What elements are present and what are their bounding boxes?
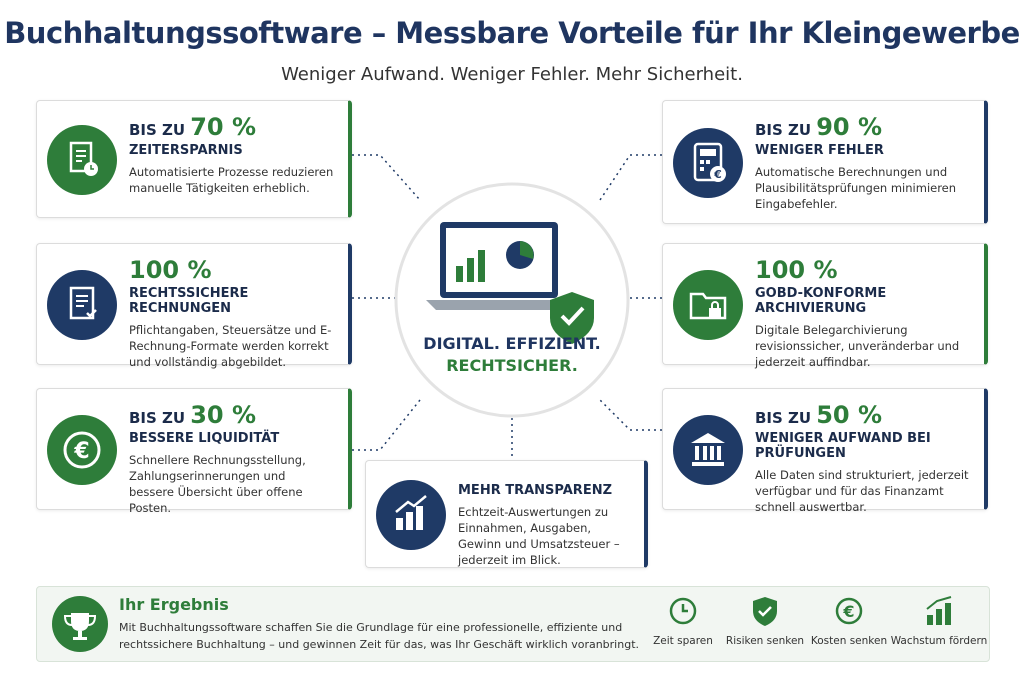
subtitle: Weniger Aufwand. Weniger Fehler. Mehr Si… — [281, 64, 743, 85]
card-body: Automatisierte Prozesse reduzieren manue… — [129, 165, 334, 195]
value-prefix: BIS ZU — [755, 409, 812, 427]
card-icon — [376, 480, 446, 550]
icon-glyph: € — [63, 431, 101, 469]
result-text: Mit Buchhaltungssoftware schaffen Sie di… — [119, 621, 639, 651]
card-text: BIS ZU 30 % BESSERE LIQUIDITÄT Schnellere … — [129, 401, 334, 516]
card-icon — [47, 270, 117, 340]
icon-glyph — [69, 286, 97, 320]
svg-text:€: € — [73, 439, 89, 464]
card-text: BIS ZU 50 % WENIGER AUFWAND BEI PRÜFUNGEN… — [755, 401, 970, 515]
result-item-label: Kosten senken — [810, 635, 888, 647]
svg-text:€: € — [713, 168, 722, 181]
card-heading: WENIGER AUFWAND BEI PRÜFUNGEN — [755, 431, 931, 461]
value: 50 % — [816, 401, 883, 429]
card-text: MEHR TRANSPARENZ Echtzeit-Auswertungen zu… — [458, 481, 630, 568]
card-icon — [673, 415, 743, 485]
card-body: Echtzeit-Auswertungen zu Einnahmen, Ausg… — [458, 505, 620, 567]
card-heading: ZEITERSPARNIS — [129, 143, 243, 158]
value: 100 % — [755, 256, 838, 284]
benefit-card: € BIS ZU 30 % BESSERE LIQUIDITÄT Schnellere… — [36, 388, 352, 515]
card-icon: € — [673, 128, 743, 198]
result-item-label: Wachstum fördern — [890, 635, 988, 647]
card-text: BIS ZU 90 % WENIGER FEHLER Automatische Be… — [755, 113, 970, 212]
card-heading: GOBD-KONFORME ARCHIVIERUNG — [755, 286, 887, 316]
card-body: Pflichtangaben, Steuersätze und E-Rechnu… — [129, 323, 332, 369]
card-text: BIS ZU 70 % ZEITERSPARNIS Automatisierte P… — [129, 113, 334, 196]
card-body: Digitale Belegarchivierung revisionssich… — [755, 323, 960, 369]
icon-glyph — [689, 292, 727, 320]
benefit-card: MEHR TRANSPARENZ Echtzeit-Auswertungen zu… — [365, 460, 648, 568]
value: 90 % — [816, 113, 883, 141]
result-title: Ihr Ergebnis — [119, 595, 229, 614]
card-body: Automatische Berechnungen und Plausibili… — [755, 165, 957, 211]
center-line-1: DIGITAL. EFFIZIENT. — [423, 334, 601, 353]
card-text: 100 % RECHTSSICHERE RECHNUNGEN Pflichtanga… — [129, 256, 334, 370]
result-item: Risiken senken — [715, 595, 815, 647]
result-icon: € — [835, 597, 863, 625]
benefit-card: 100 % RECHTSSICHERE RECHNUNGEN Pflichtanga… — [36, 243, 352, 369]
benefit-card: BIS ZU 70 % ZEITERSPARNIS Automatisierte P… — [36, 100, 352, 218]
result-item-label: Zeit sparen — [653, 635, 713, 647]
card-heading: MEHR TRANSPARENZ — [458, 483, 613, 498]
result-item: Zeit sparen — [633, 595, 733, 647]
svg-text:€: € — [842, 602, 854, 621]
title: Buchhaltungssoftware – Messbare Vorteile… — [4, 16, 1020, 50]
card-icon: € — [47, 415, 117, 485]
result-icon — [926, 596, 952, 625]
result-bar: Ihr Ergebnis Mit Buchhaltungssoftware sc… — [36, 586, 990, 662]
value-row: BIS ZU 30 % — [129, 401, 334, 429]
value-prefix: BIS ZU — [129, 409, 186, 427]
value-row: BIS ZU 70 % — [129, 113, 334, 141]
result-item-label: Risiken senken — [725, 635, 805, 647]
value: 70 % — [190, 113, 257, 141]
value-row: 100 % — [755, 256, 970, 284]
value-row: BIS ZU 90 % — [755, 113, 970, 141]
card-icon — [47, 125, 117, 195]
card-text: 100 % GOBD-KONFORME ARCHIVIERUNG Digitale … — [755, 256, 970, 370]
benefit-card: 100 % GOBD-KONFORME ARCHIVIERUNG Digitale … — [662, 243, 988, 369]
icon-glyph — [395, 495, 427, 530]
result-icon — [669, 597, 697, 625]
value: 100 % — [129, 256, 212, 284]
value-prefix: BIS ZU — [755, 121, 812, 139]
icon-glyph — [691, 433, 725, 466]
center-line-2: RECHTSICHER. — [446, 356, 578, 375]
value-prefix: BIS ZU — [129, 121, 186, 139]
value: 30 % — [190, 401, 257, 429]
result-item: Wachstum fördern — [889, 595, 989, 647]
card-body: Alle Daten sind strukturiert, jederzeit … — [755, 468, 969, 514]
benefit-card: € BIS ZU 90 % WENIGER FEHLER Automatische B… — [662, 100, 988, 224]
card-heading: BESSERE LIQUIDITÄT — [129, 431, 280, 446]
result-item: € Kosten senken — [799, 595, 899, 647]
icon-glyph — [69, 141, 98, 176]
value-row: 100 % — [129, 256, 334, 284]
benefit-card: BIS ZU 50 % WENIGER AUFWAND BEI PRÜFUNGEN… — [662, 388, 988, 514]
card-heading: WENIGER FEHLER — [755, 143, 884, 158]
card-heading: RECHTSSICHERE RECHNUNGEN — [129, 286, 249, 316]
result-icon — [753, 597, 777, 626]
value-row: BIS ZU 50 % — [755, 401, 970, 429]
trophy-icon — [52, 596, 108, 652]
icon-glyph: € — [693, 142, 726, 182]
card-icon — [673, 270, 743, 340]
card-body: Schnellere Rechnungsstellung, Zahlungser… — [129, 453, 306, 515]
